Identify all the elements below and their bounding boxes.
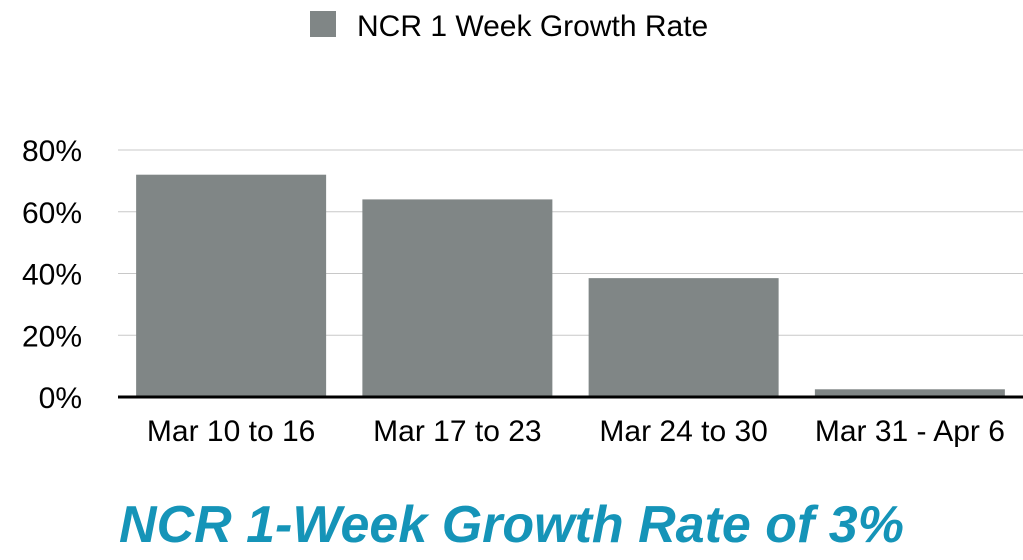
- x-axis: Mar 10 to 16 Mar 17 to 23 Mar 24 to 30 Mar …: [147, 415, 1005, 448]
- bars: [136, 174, 1005, 397]
- bar: [136, 174, 327, 397]
- legend: NCR 1 Week Growth Rate: [310, 10, 708, 43]
- y-tick-label: 0%: [39, 382, 82, 415]
- legend-swatch: [310, 11, 336, 37]
- y-tick-label: 80%: [22, 135, 82, 168]
- x-tick-label: Mar 10 to 16: [147, 415, 315, 448]
- bar-chart: NCR 1 Week Growth Rate 0% 20% 40% 60% 80% Ma…: [22, 10, 1023, 448]
- x-tick-label: Mar 17 to 23: [373, 415, 541, 448]
- x-tick-label: Mar 24 to 30: [599, 415, 767, 448]
- bar: [814, 389, 1005, 397]
- headline-text: NCR 1-Week Growth Rate of 3%: [119, 496, 904, 554]
- legend-label: NCR 1 Week Growth Rate: [357, 10, 708, 43]
- x-tick-label: Mar 31 - Apr 6: [815, 415, 1005, 448]
- y-tick-label: 20%: [22, 320, 82, 353]
- bar: [588, 278, 779, 397]
- y-axis: 0% 20% 40% 60% 80%: [22, 135, 82, 415]
- bar: [362, 199, 553, 397]
- y-tick-label: 40%: [22, 259, 82, 292]
- y-tick-label: 60%: [22, 197, 82, 230]
